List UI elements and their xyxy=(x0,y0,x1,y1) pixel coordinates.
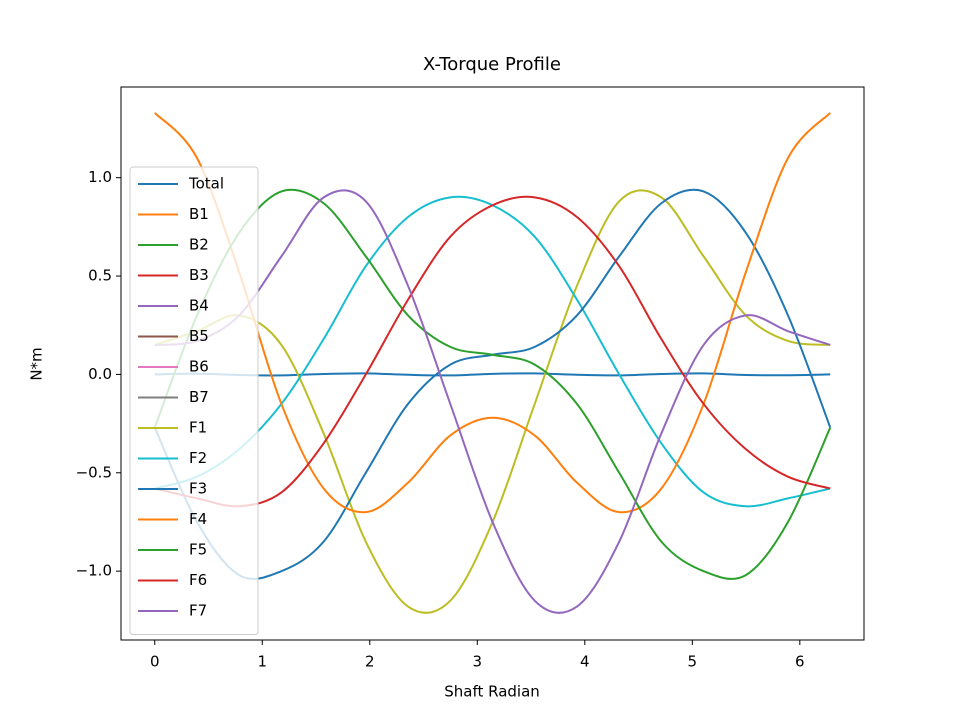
series-line xyxy=(154,372,831,377)
legend-label: F1 xyxy=(189,419,207,437)
series-line xyxy=(154,189,831,614)
legend-label: B1 xyxy=(189,205,209,223)
y-axis-label: N*m xyxy=(28,347,46,380)
legend-label: B6 xyxy=(189,358,209,376)
x-tick-label: 5 xyxy=(688,653,698,671)
y-tick-label: 0.5 xyxy=(88,267,112,285)
legend-label: F6 xyxy=(189,571,207,589)
series-line xyxy=(154,189,831,614)
legend: Total B1 B2 B3 B4 B5 B6 B7 F1 F2 F3 F4 F5 F6 F7 xyxy=(129,166,259,635)
legend-label: B2 xyxy=(189,236,209,254)
legend-label: F7 xyxy=(189,602,207,620)
legend-label: F5 xyxy=(189,541,207,559)
y-tick-label: 1.0 xyxy=(88,168,112,186)
series-line xyxy=(154,195,831,508)
x-tick-label: 3 xyxy=(473,653,483,671)
x-axis-label: Shaft Radian xyxy=(444,683,540,701)
legend-label: F4 xyxy=(189,510,207,528)
legend-label: F3 xyxy=(189,480,207,498)
legend-label: B4 xyxy=(189,297,209,315)
x-tick-label: 2 xyxy=(365,653,375,671)
legend-label: B7 xyxy=(189,388,209,406)
axes-frame xyxy=(120,86,865,641)
legend-label: Total xyxy=(188,175,224,193)
y-tick-label: −1.0 xyxy=(76,562,112,580)
legend-box xyxy=(129,166,259,635)
x-tick-label: 1 xyxy=(257,653,267,671)
y-tick-label: −0.5 xyxy=(76,463,112,481)
legend-label: B3 xyxy=(189,266,209,284)
x-tick-label: 4 xyxy=(580,653,590,671)
x-tick-label: 0 xyxy=(150,653,160,671)
y-tick-label: 0.0 xyxy=(88,365,112,383)
chart-title: X-Torque Profile xyxy=(423,54,561,75)
x-tick-label: 6 xyxy=(795,653,805,671)
legend-label: B5 xyxy=(189,327,209,345)
legend-label: F2 xyxy=(189,449,207,467)
